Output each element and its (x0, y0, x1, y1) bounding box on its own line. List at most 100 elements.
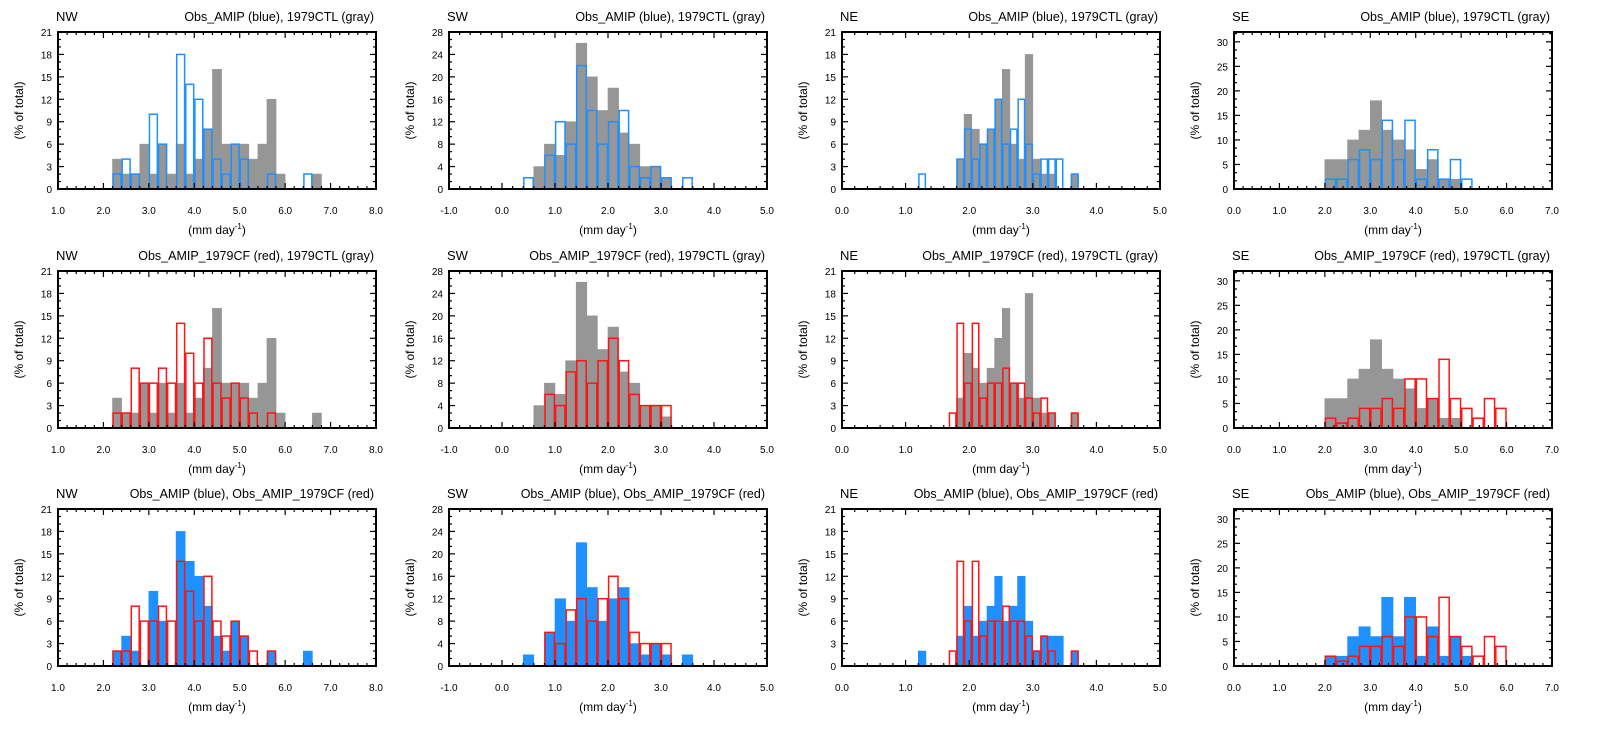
bar-ctl-2 (1347, 378, 1360, 429)
bar-ctl-11 (650, 405, 662, 429)
x-axis-label-main: (mm day (579, 223, 626, 237)
panel-se-row1: 0 5 10 15 20 25 30 0.0 1.0 2.0 3.0 4.0 5.0 6.0 7.0 SE Ob… (1188, 9, 1559, 237)
bar-amip-1 (544, 632, 556, 667)
x-axis-label-end: ) (1418, 462, 1422, 476)
x-tick-label: 5.0 (233, 206, 247, 217)
x-axis-label: (mm day-1) (579, 222, 637, 237)
y-tick-label: 9 (830, 357, 836, 368)
panel-ne-row1: 0 3 6 9 12 15 18 21 0.0 1.0 2.0 3.0 4.0 5.0 NE Obs_AMIP… (796, 9, 1167, 237)
x-tick-label: 8.0 (369, 683, 383, 694)
panel-sw-row2: 0 4 8 12 16 20 24 28 -1.0 0.0 1.0 2.0 3.0 4.0 5.0 SW Obs… (403, 248, 774, 476)
bar-ctl-9 (193, 158, 204, 190)
y-tick-label: 25 (1217, 62, 1229, 73)
x-tick-label: 4.0 (1089, 683, 1103, 694)
bar-ctl-12 (221, 382, 231, 429)
x-tick-label: 4.0 (1089, 445, 1103, 456)
bar-outline-amip-14 (1055, 158, 1064, 190)
bar-ctl-5 (586, 315, 598, 429)
bar-ctl-18 (275, 173, 286, 190)
x-tick-label: 6.0 (278, 206, 292, 217)
x-tick-label: 6.0 (1500, 683, 1514, 694)
y-tick-label: 30 (1217, 38, 1229, 49)
y-tick-label: 21 (41, 267, 53, 278)
x-tick-label: 0.0 (495, 445, 509, 456)
bar-amip-11 (1449, 636, 1462, 667)
y-tick-label: 15 (41, 73, 53, 84)
x-axis-label: (mm day-1) (972, 222, 1030, 237)
y-tick-label: 0 (437, 185, 443, 196)
bar-ctl-11 (650, 166, 662, 190)
bar-ctl-12 (660, 416, 672, 429)
y-tick-label: 6 (46, 379, 52, 390)
y-axis-label: (% of total) (796, 81, 810, 139)
bar-ctl-17 (266, 337, 277, 429)
y-tick-label: 12 (41, 572, 53, 583)
x-axis-label-sup: -1 (235, 461, 243, 470)
x-axis-label-main: (mm day (972, 223, 1019, 237)
bar-ctl-1 (121, 173, 131, 190)
bar-ctl-11 (212, 308, 222, 429)
bar-ctl-8 (618, 132, 630, 190)
x-axis-label: (mm day-1) (188, 461, 246, 476)
plot-frame (1233, 31, 1553, 190)
y-tick-label: 5 (1222, 637, 1228, 648)
y-tick-label: 18 (825, 527, 837, 538)
y-tick-label: 20 (1217, 87, 1229, 98)
x-tick-label: 2.0 (962, 445, 976, 456)
x-axis-label-end: ) (242, 462, 246, 476)
x-axis-label-end: ) (242, 223, 246, 237)
bar-ctl-2 (554, 155, 566, 190)
x-tick-label: 1.0 (548, 206, 562, 217)
bar-ctl-18 (275, 412, 286, 429)
bar-ctl-13 (230, 143, 241, 190)
bar-ctl-14 (239, 382, 250, 429)
bar-amip-7 (1404, 597, 1417, 667)
bar-ctl-10 (1438, 417, 1451, 429)
y-tick-label: 18 (41, 50, 53, 61)
y-tick-label: 0 (1222, 424, 1228, 435)
bar-ctl-9 (193, 397, 204, 429)
bar-ctl-1 (544, 382, 556, 429)
region-label: SW (447, 486, 469, 501)
bar-amip-5 (175, 531, 186, 667)
bar-ctl-3 (565, 360, 577, 429)
y-axis-label: (% of total) (1188, 81, 1202, 139)
y-tick-label: 0 (437, 424, 443, 435)
region-label: NE (840, 486, 858, 501)
y-tick-label: 30 (1217, 277, 1229, 288)
panel-se-row2: 0 5 10 15 20 25 30 0.0 1.0 2.0 3.0 4.0 5.0 6.0 7.0 SE Ob… (1188, 248, 1559, 476)
x-tick-label: 6.0 (278, 683, 292, 694)
y-tick-label: 18 (41, 289, 53, 300)
x-tick-label: 3.0 (142, 445, 156, 456)
panel-title: Obs_AMIP (blue), 1979CTL (gray) (575, 10, 765, 24)
x-tick-label: 2.0 (601, 445, 615, 456)
bar-amip-2 (130, 650, 141, 667)
x-axis-label-sup: -1 (235, 222, 243, 231)
x-axis-label-main: (mm day (579, 700, 626, 714)
x-tick-label: 1.0 (1272, 445, 1286, 456)
bar-outline-cf-15 (248, 650, 259, 667)
bar-amip-13 (681, 654, 694, 667)
x-tick-label: 0.0 (495, 206, 509, 217)
y-tick-label: 8 (437, 140, 443, 151)
plot-frame (1233, 270, 1553, 429)
bar-amip-2 (554, 598, 566, 667)
panel-title: Obs_AMIP (blue), Obs_AMIP_1979CF (red) (1306, 487, 1550, 501)
panel-title: Obs_AMIP (blue), 1979CTL (gray) (184, 10, 374, 24)
x-tick-label: 6.0 (278, 445, 292, 456)
y-tick-label: 25 (1217, 539, 1229, 550)
bar-outline-amip-13 (682, 177, 693, 190)
bar-ctl-0 (533, 166, 545, 190)
x-axis-label-end: ) (633, 223, 637, 237)
bar-ctl-3 (1358, 368, 1371, 429)
bar-ctl-3 (139, 143, 150, 190)
x-tick-label: 3.0 (142, 683, 156, 694)
bar-ctl-17 (266, 98, 277, 190)
plot-frame (57, 508, 377, 667)
x-tick-label: 0.0 (1227, 206, 1241, 217)
y-tick-label: 21 (41, 505, 53, 516)
x-axis-label: (mm day-1) (188, 699, 246, 714)
y-tick-label: 18 (825, 50, 837, 61)
x-tick-label: 4.0 (187, 683, 201, 694)
x-axis-label-end: ) (1026, 700, 1030, 714)
